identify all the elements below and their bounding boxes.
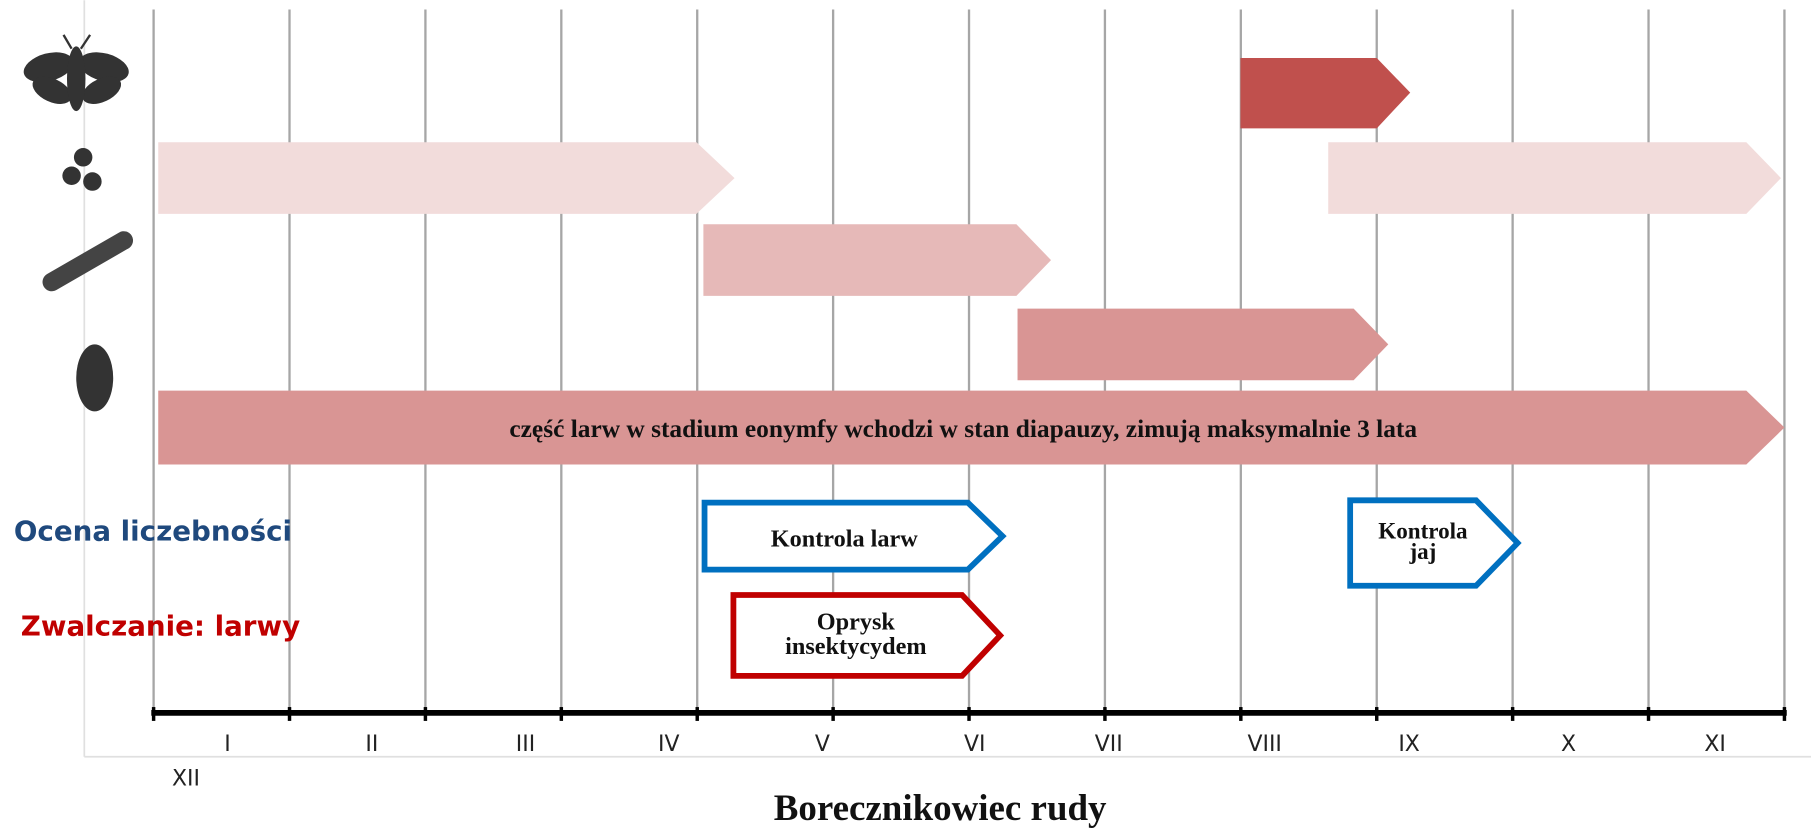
phenology-diagram: część larw w stadium eonymfy wchodzi w s… — [0, 0, 1811, 832]
row-label: Zwalczanie: larwy — [21, 609, 300, 642]
month-label: V — [815, 732, 830, 757]
egg-icon — [62, 148, 101, 191]
row-label: Ocena liczebności — [14, 515, 292, 548]
cocoon-icon — [76, 344, 113, 411]
month-label: IX — [1398, 732, 1420, 757]
title: Borecznikowiec rudy — [774, 787, 1107, 828]
month-label: X — [1561, 732, 1576, 757]
action-label: jaj — [1408, 538, 1436, 564]
action-label: insektycydem — [785, 633, 926, 660]
month-label: VI — [964, 732, 985, 757]
diapause-note: część larw w stadium eonymfy wchodzi w s… — [509, 415, 1417, 443]
adult-period — [1240, 58, 1410, 128]
month-label: IV — [658, 732, 679, 757]
egg-period — [1328, 142, 1781, 214]
larva-icon — [39, 228, 136, 295]
eonymph-period — [1018, 309, 1389, 381]
month-label: II — [365, 732, 378, 757]
action-label: Oprysk — [817, 609, 896, 636]
month-label: III — [516, 732, 535, 757]
month-label: VII — [1095, 732, 1123, 757]
larva-period — [703, 224, 1051, 296]
egg-period — [158, 142, 734, 214]
month-label: VIII — [1247, 732, 1281, 757]
action-label: Kontrola larw — [771, 526, 919, 553]
month-label: XII — [172, 767, 200, 792]
month-label: I — [224, 732, 230, 757]
adult-icon — [20, 35, 132, 111]
month-label: XI — [1704, 732, 1726, 757]
